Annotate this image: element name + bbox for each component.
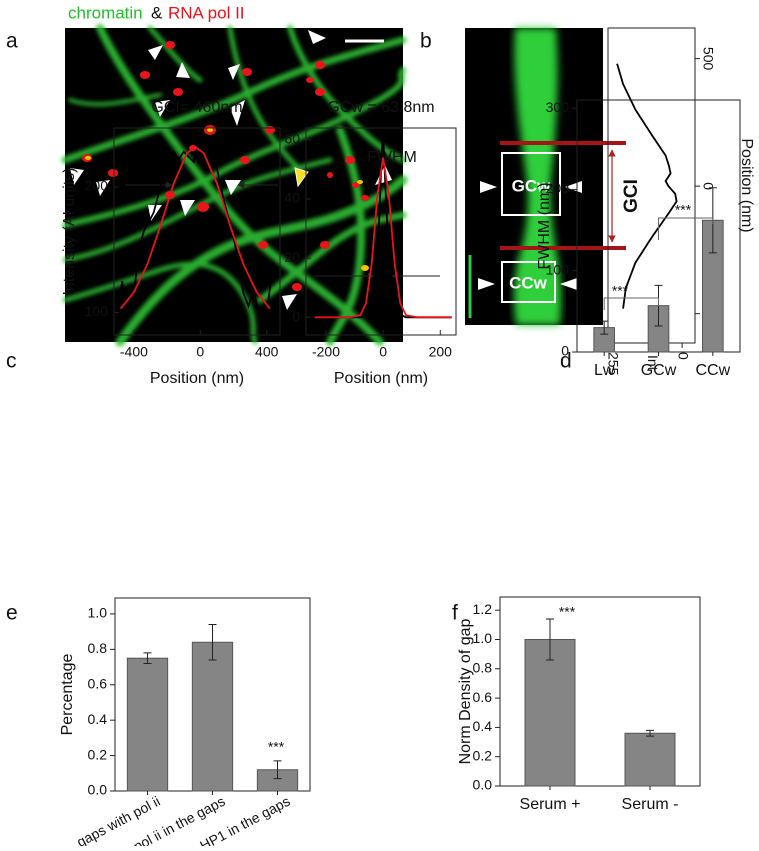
- panel-label: c: [6, 350, 17, 373]
- plot-frame: [499, 596, 701, 787]
- y-tick-label: 100: [546, 261, 570, 277]
- y-tick-label: 1.0: [473, 630, 493, 646]
- y-tick-label: 100: [85, 303, 109, 319]
- stain-label: chromatin: [68, 3, 143, 22]
- x-tick-label: 0: [379, 344, 387, 360]
- bar: [126, 657, 169, 792]
- width-arrows: [125, 181, 440, 280]
- chart-title: GCw = 63.8nm: [327, 99, 434, 116]
- significance-bracket: [603, 297, 659, 310]
- error-bar: [208, 624, 217, 661]
- x-tick-label: -400: [120, 344, 148, 360]
- axis-title: FWHM (nm): [536, 182, 553, 269]
- y-tick-label: 0.0: [88, 782, 108, 798]
- y-tick-label: 200: [546, 180, 570, 196]
- axis-title: Int: [645, 355, 661, 371]
- panel-label: b: [420, 30, 432, 53]
- line: [119, 145, 271, 310]
- x-tick-label: Serum +: [520, 796, 581, 813]
- line: [314, 130, 452, 319]
- y-tick-label: 0.6: [473, 689, 493, 705]
- plot-frame: [113, 127, 281, 336]
- line: [616, 63, 678, 309]
- line: [314, 157, 452, 319]
- x-tick-label: 255: [605, 352, 621, 376]
- chart-title: GCI= 460nm: [151, 99, 242, 116]
- plot-frame: [305, 127, 457, 336]
- bar: [624, 732, 676, 787]
- micrograph: [61, 24, 408, 347]
- box-label: CCw: [509, 273, 548, 292]
- y-tick-label: 60: [284, 131, 300, 147]
- y-tick-label: 20: [284, 249, 300, 265]
- axis-title: Position (nm): [334, 370, 428, 387]
- x-tick-label: GCw: [641, 362, 677, 379]
- y-tick-label: 1.2: [473, 601, 493, 617]
- y-tick-label: 0.2: [473, 747, 493, 763]
- error-bar: [600, 320, 609, 335]
- y-tick-label: 0.8: [88, 640, 108, 656]
- y-tick-label: 0.4: [88, 711, 108, 727]
- y-tick-label: 0: [292, 308, 300, 324]
- y-tick-label: 0.2: [88, 746, 108, 762]
- y-tick-label: 0.4: [473, 718, 493, 734]
- x-tick-label: 0: [196, 344, 204, 360]
- gap-label: GCI: [621, 179, 642, 213]
- y-tick-label: 0.8: [473, 659, 493, 675]
- panel-label: f: [452, 602, 458, 625]
- y-tick-label: 0.0: [473, 777, 493, 793]
- annotation: ***: [612, 283, 629, 299]
- y-tick-label: 1.0: [88, 605, 108, 621]
- axis-title: Norm Density of gap: [457, 618, 474, 764]
- significance-bracket: [658, 217, 714, 240]
- x-tick-label: Lw: [594, 362, 615, 379]
- bar: [191, 641, 234, 792]
- annotation: ***: [675, 202, 692, 218]
- bar: [524, 638, 576, 787]
- annotation: FWHM: [367, 149, 417, 166]
- axis-title: Percentage: [59, 653, 76, 735]
- stain-label: RNA pol II: [168, 3, 245, 22]
- line: [118, 141, 275, 317]
- y-tick-label: 200: [85, 178, 109, 194]
- x-tick-label: CCw: [695, 362, 730, 379]
- error-bar: [646, 729, 654, 737]
- y-tick-label: 40: [284, 190, 300, 206]
- y-tick-label: 0: [700, 182, 716, 190]
- x-tick-label: -200: [312, 344, 340, 360]
- x-tick-label: 200: [429, 344, 453, 360]
- error-bar: [143, 652, 152, 665]
- error-bar: [273, 760, 282, 780]
- y-tick-label: 0: [561, 343, 569, 359]
- error-bar: [546, 618, 554, 661]
- panel-label: d: [560, 350, 572, 373]
- x-tick-label: 0: [675, 352, 691, 360]
- axis-title: Intensity (AI units): [61, 167, 78, 295]
- axis-title: Position (nm): [738, 138, 755, 232]
- panel-label: e: [6, 602, 18, 625]
- panel-label: a: [6, 30, 18, 53]
- x-tick-label: 400: [255, 344, 279, 360]
- y-tick-label: 300: [546, 99, 570, 115]
- x-tick-label: Serum -: [622, 796, 679, 813]
- axis-title: Position (nm): [150, 370, 244, 387]
- annotation: ***: [559, 604, 576, 620]
- kymograph-image: [465, 28, 626, 325]
- annotation: ***: [268, 739, 285, 755]
- stain-joiner: &: [151, 3, 163, 22]
- box-label: GCw: [512, 176, 552, 195]
- y-tick-label: 0.6: [88, 675, 108, 691]
- y-tick-label: 500: [700, 47, 716, 71]
